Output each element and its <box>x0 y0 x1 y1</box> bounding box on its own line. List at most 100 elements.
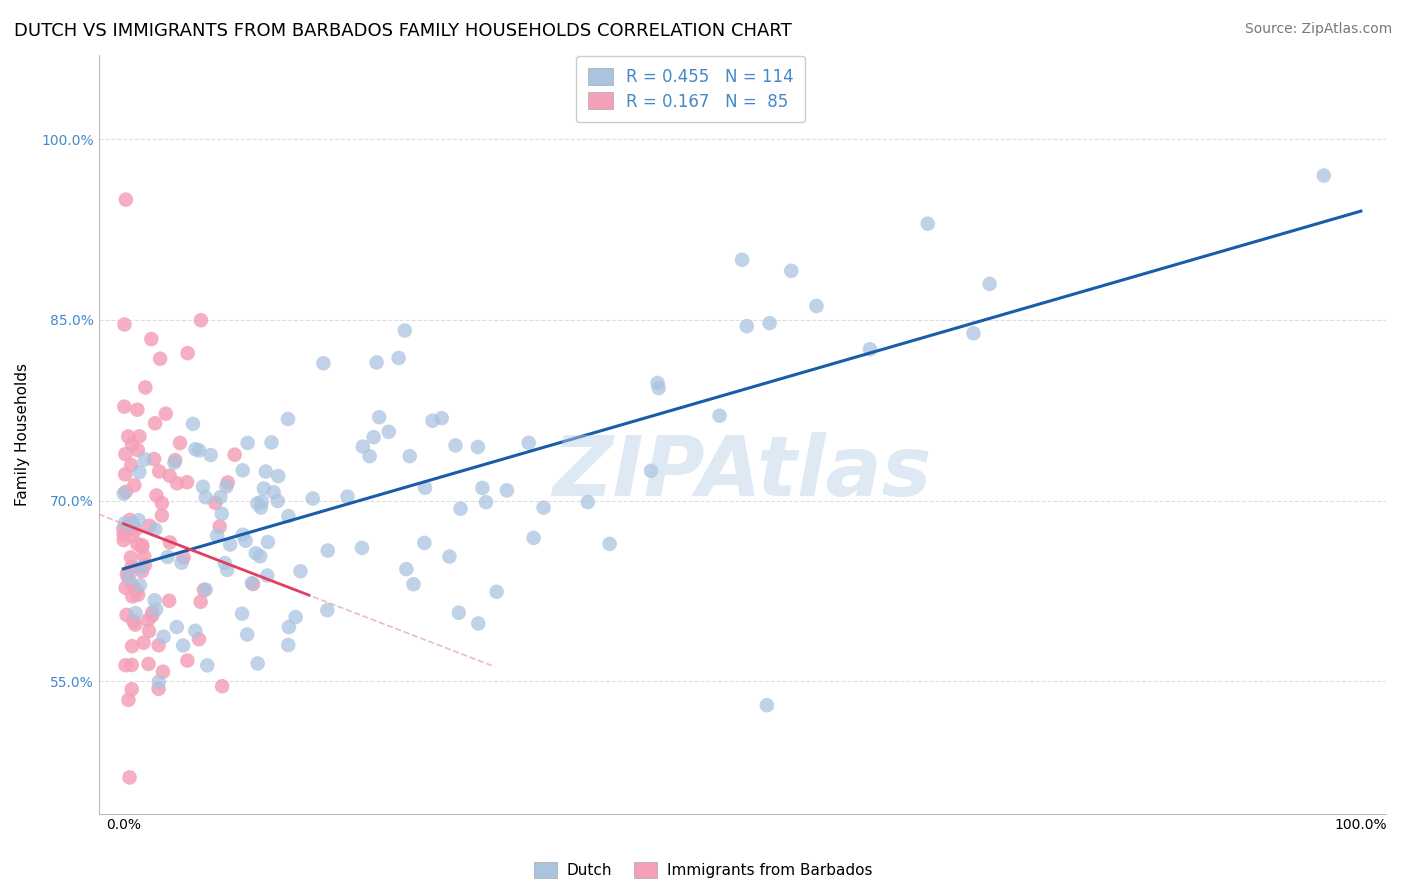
Point <box>112 486 135 500</box>
Point <box>165 453 187 467</box>
Point <box>231 607 253 621</box>
Point <box>176 475 198 490</box>
Point <box>219 537 242 551</box>
Point <box>232 463 254 477</box>
Point <box>647 376 669 390</box>
Point <box>962 326 984 341</box>
Point <box>172 639 194 653</box>
Point <box>284 610 307 624</box>
Point <box>170 556 193 570</box>
Point <box>214 556 236 570</box>
Point <box>316 543 339 558</box>
Point <box>806 299 828 313</box>
Y-axis label: Family Households: Family Households <box>15 363 30 506</box>
Point <box>917 217 939 231</box>
Point <box>250 500 273 515</box>
Point <box>143 593 166 607</box>
Point <box>156 549 179 564</box>
Point <box>533 500 555 515</box>
Point <box>134 452 156 467</box>
Point <box>125 537 148 551</box>
Point <box>112 527 135 541</box>
Point <box>128 429 150 443</box>
Point <box>131 564 153 578</box>
Point <box>301 491 323 506</box>
Point <box>246 657 269 671</box>
Point <box>523 531 546 545</box>
Point <box>184 624 207 638</box>
Point <box>209 490 232 504</box>
Point <box>395 562 418 576</box>
Point <box>444 438 467 452</box>
Point <box>366 355 388 369</box>
Point <box>149 351 172 366</box>
Point <box>450 501 472 516</box>
Point <box>114 318 136 332</box>
Text: ZIPAtlas: ZIPAtlas <box>553 432 932 513</box>
Point <box>114 484 136 499</box>
Point <box>114 467 136 482</box>
Point <box>121 578 143 592</box>
Point <box>517 435 540 450</box>
Point <box>121 516 143 531</box>
Point <box>352 440 374 454</box>
Point <box>245 546 267 560</box>
Point <box>640 464 662 478</box>
Point <box>114 447 136 461</box>
Point <box>121 529 143 543</box>
Point <box>246 496 269 510</box>
Point <box>148 465 170 479</box>
Point <box>599 537 621 551</box>
Point <box>114 193 136 207</box>
Point <box>118 771 141 785</box>
Point <box>157 593 180 607</box>
Point <box>169 436 191 450</box>
Point <box>141 606 163 620</box>
Point <box>277 638 299 652</box>
Point <box>120 458 142 472</box>
Point <box>121 590 143 604</box>
Point <box>121 559 143 574</box>
Point <box>143 452 166 467</box>
Point <box>117 693 139 707</box>
Point <box>211 679 233 693</box>
Point <box>141 608 163 623</box>
Point <box>224 448 246 462</box>
Point <box>377 425 399 439</box>
Point <box>394 323 416 337</box>
Point <box>152 630 174 644</box>
Point <box>205 528 228 542</box>
Point <box>143 417 166 431</box>
Point <box>250 494 273 508</box>
Point <box>336 490 359 504</box>
Point <box>277 509 299 524</box>
Point <box>402 577 425 591</box>
Point <box>112 533 135 547</box>
Point <box>136 613 159 627</box>
Point <box>122 614 145 628</box>
Point <box>350 541 373 555</box>
Point <box>388 351 411 365</box>
Point <box>1313 169 1336 183</box>
Point <box>236 436 259 450</box>
Point <box>267 494 290 508</box>
Point <box>471 481 494 495</box>
Point <box>780 264 803 278</box>
Point <box>188 632 211 647</box>
Point <box>132 636 155 650</box>
Point <box>731 819 754 833</box>
Point <box>475 495 498 509</box>
Point <box>256 568 278 582</box>
Point <box>148 638 170 652</box>
Point <box>249 549 271 564</box>
Point <box>439 549 461 564</box>
Point <box>312 356 335 370</box>
Point <box>217 563 239 577</box>
Point <box>240 576 263 591</box>
Point <box>128 513 150 527</box>
Point <box>138 657 160 671</box>
Point <box>267 469 290 483</box>
Point <box>138 624 160 638</box>
Point <box>211 507 233 521</box>
Point <box>467 440 489 454</box>
